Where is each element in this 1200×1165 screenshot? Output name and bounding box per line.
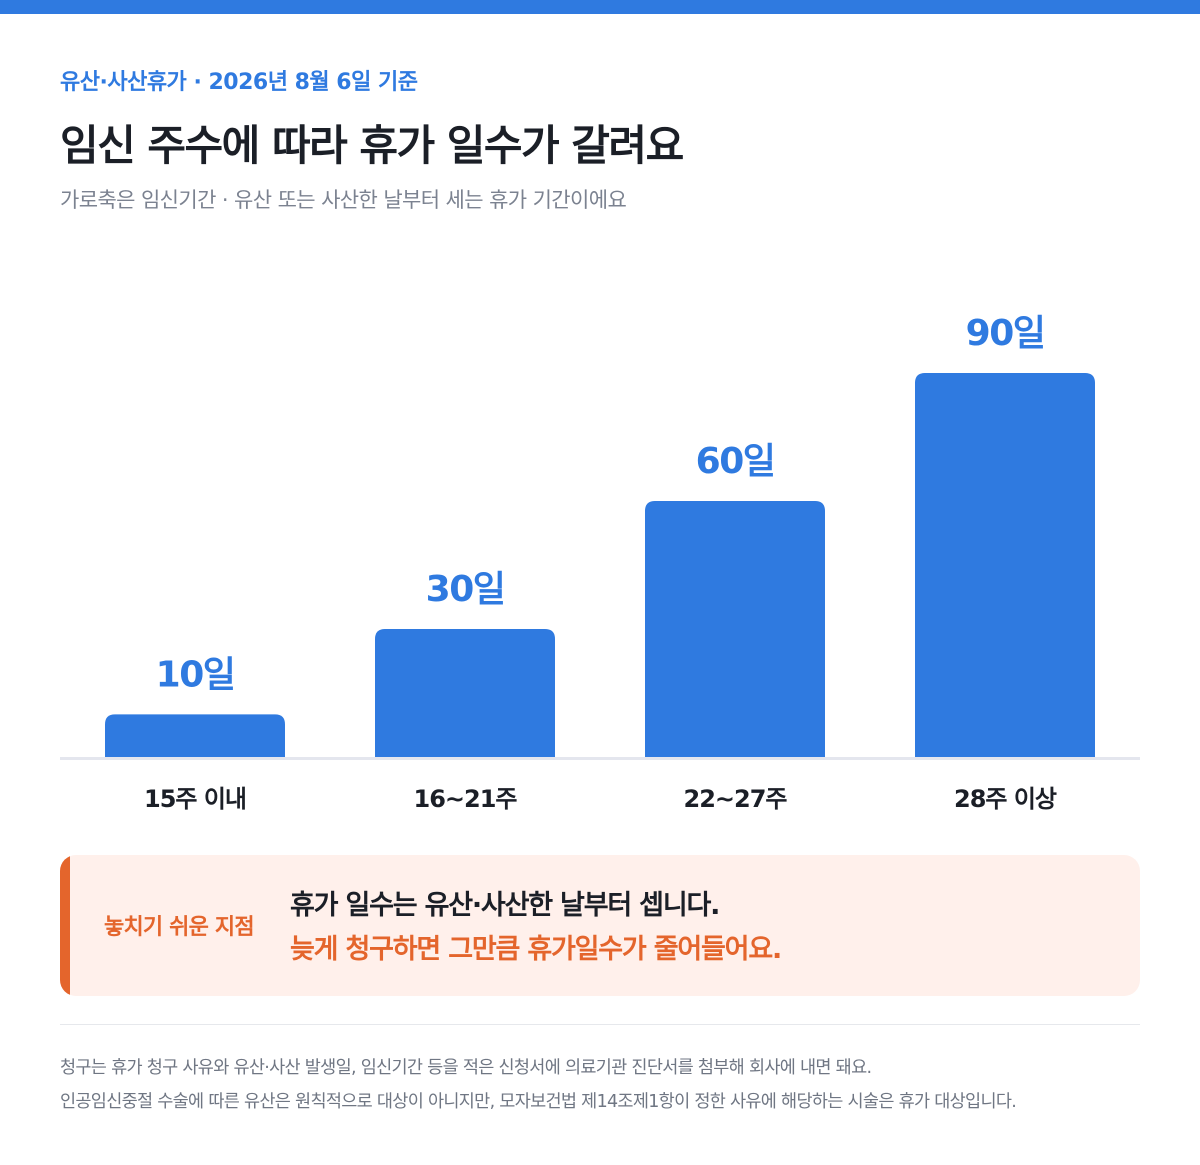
- x-tick-label: 28주 이상: [954, 785, 1057, 813]
- bar-value-label: 60일: [696, 441, 775, 482]
- bar-value-label: 90일: [966, 313, 1045, 354]
- footer-divider: [60, 1024, 1140, 1025]
- footnote: 청구는 휴가 청구 사유와 유산·사산 발생일, 임신기간 등을 적은 신청서에…: [60, 1058, 872, 1078]
- callout-warning-text: 늦게 청구하면 그만큼 휴가일수가 줄어들어요.: [290, 934, 782, 965]
- x-tick-label: 22~27주: [684, 785, 788, 813]
- bar-value-label: 10일: [156, 654, 235, 695]
- bar: [375, 629, 555, 757]
- callout-accent-bar: [60, 855, 70, 996]
- page-subtitle: 가로축은 임신기간 · 유산 또는 사산한 날부터 세는 휴가 기간이에요: [60, 188, 627, 212]
- eyebrow-label: 유산·사산휴가 · 2026년 8월 6일 기준: [60, 70, 418, 95]
- x-tick-label: 15주 이내: [144, 785, 246, 813]
- x-axis-baseline: [60, 757, 1140, 760]
- bar: [645, 501, 825, 757]
- x-tick-label: 16~21주: [414, 785, 518, 813]
- bar: [105, 714, 285, 757]
- warning-callout: 놓치기 쉬운 지점 휴가 일수는 유산·사산한 날부터 셉니다. 늦게 청구하면…: [60, 855, 1140, 996]
- bar-chart: 10일 15주 이내 30일 16~21주 60일 22~27주 90일 28주 이상: [60, 313, 1140, 813]
- bar: [915, 373, 1095, 757]
- bar-value-label: 30일: [426, 569, 505, 610]
- footnote: 인공임신중절 수술에 따른 유산은 원칙적으로 대상이 아니지만, 모자보건법 …: [60, 1092, 1017, 1112]
- page-title: 임신 주수에 따라 휴가 일수가 갈려요: [60, 121, 684, 170]
- top-accent-bar: [0, 0, 1200, 14]
- callout-main-text: 휴가 일수는 유산·사산한 날부터 셉니다.: [290, 890, 720, 921]
- callout-tag: 놓치기 쉬운 지점: [104, 915, 255, 940]
